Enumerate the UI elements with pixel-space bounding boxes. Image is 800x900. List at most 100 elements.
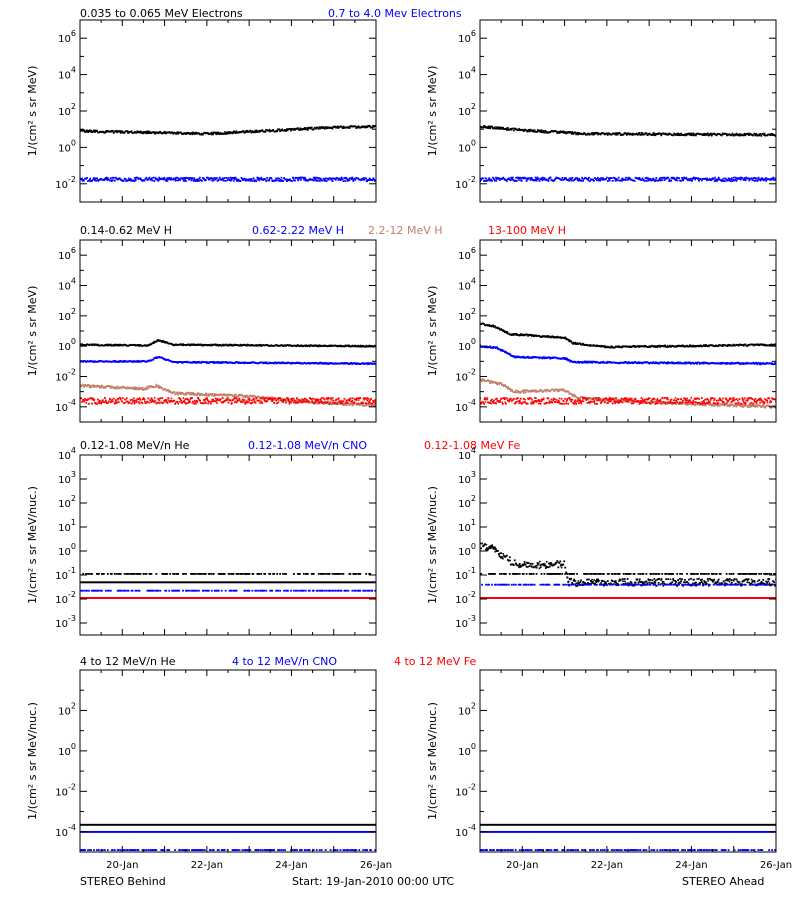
data-point — [149, 399, 152, 402]
data-point — [682, 178, 684, 181]
data-point — [578, 396, 580, 399]
data-point — [666, 362, 669, 365]
data-point — [313, 177, 316, 180]
data-point — [192, 393, 194, 396]
data-point — [725, 179, 728, 182]
data-point — [542, 130, 545, 132]
data-point — [183, 399, 186, 402]
data-point — [301, 398, 304, 401]
data-point — [281, 344, 283, 347]
data-point — [295, 176, 297, 179]
data-point — [232, 177, 235, 180]
data-point — [485, 345, 487, 348]
data-point — [606, 180, 609, 182]
data-point — [121, 400, 123, 403]
data-point — [574, 341, 577, 344]
data-point — [291, 345, 293, 347]
data-point — [708, 344, 711, 347]
data-point — [210, 132, 212, 134]
data-point — [370, 178, 373, 181]
data-point — [184, 180, 187, 182]
data-point — [644, 344, 647, 347]
data-point — [111, 398, 113, 401]
data-point — [96, 177, 98, 180]
data-point — [350, 177, 353, 180]
data-point — [544, 129, 547, 132]
data-point — [371, 402, 374, 405]
data-point — [252, 361, 255, 364]
data-point — [89, 343, 91, 346]
data-point — [683, 134, 685, 137]
data-point — [139, 360, 142, 363]
data-point — [738, 134, 740, 137]
data-point — [106, 130, 109, 132]
data-point — [728, 133, 731, 136]
data-point — [712, 178, 715, 180]
data-point — [580, 132, 582, 135]
data-point — [225, 177, 228, 179]
data-point — [586, 398, 588, 401]
data-point — [614, 362, 617, 364]
y-axis-label: 1/(cm² s sr MeV) — [426, 66, 439, 157]
data-point — [515, 356, 518, 359]
data-point — [480, 344, 482, 347]
data-point — [373, 362, 376, 365]
data-point — [258, 400, 261, 402]
data-point — [632, 133, 635, 136]
data-point — [228, 344, 231, 347]
data-point — [110, 344, 113, 347]
data-point — [152, 131, 155, 134]
data-point — [324, 401, 327, 404]
data-point — [305, 179, 308, 182]
data-point — [622, 345, 625, 348]
data-point — [130, 344, 133, 347]
data-point — [106, 360, 109, 363]
data-point — [184, 178, 186, 181]
data-point — [286, 344, 288, 346]
data-point — [612, 400, 615, 403]
data-point — [225, 361, 228, 363]
data-point — [670, 133, 673, 136]
data-point — [293, 401, 295, 404]
data-point — [629, 346, 632, 348]
data-point — [158, 399, 161, 402]
data-point — [250, 394, 253, 397]
data-point — [606, 345, 609, 348]
data-point — [356, 397, 359, 399]
data-point — [523, 130, 525, 132]
data-point — [252, 177, 255, 180]
data-point — [364, 404, 367, 407]
data-point — [682, 133, 684, 136]
data-point — [328, 362, 331, 365]
data-point — [520, 390, 523, 393]
plot-frame — [79, 19, 377, 203]
data-point — [599, 345, 602, 348]
data-point — [309, 344, 312, 347]
data-point — [255, 397, 258, 400]
data-point — [264, 396, 267, 399]
data-point — [670, 361, 673, 364]
data-point — [321, 362, 324, 364]
data-point — [115, 400, 117, 403]
data-point — [146, 388, 149, 390]
data-point — [259, 130, 262, 133]
data-point — [308, 178, 311, 181]
data-point — [150, 397, 153, 400]
data-point — [170, 342, 173, 345]
data-point — [774, 177, 776, 180]
data-point — [104, 399, 107, 402]
data-point — [129, 178, 132, 180]
data-point — [272, 180, 275, 182]
data-point — [572, 395, 575, 398]
y-axis-label: 1/(cm² s sr MeV) — [26, 66, 39, 157]
data-point — [206, 176, 209, 179]
data-point — [209, 402, 212, 405]
data-point — [229, 176, 232, 179]
data-point — [332, 402, 334, 405]
data-point — [112, 397, 115, 400]
data-point — [698, 133, 701, 136]
data-point — [341, 178, 344, 181]
data-point — [592, 178, 594, 181]
data-point — [135, 388, 138, 391]
data-point — [235, 397, 238, 400]
